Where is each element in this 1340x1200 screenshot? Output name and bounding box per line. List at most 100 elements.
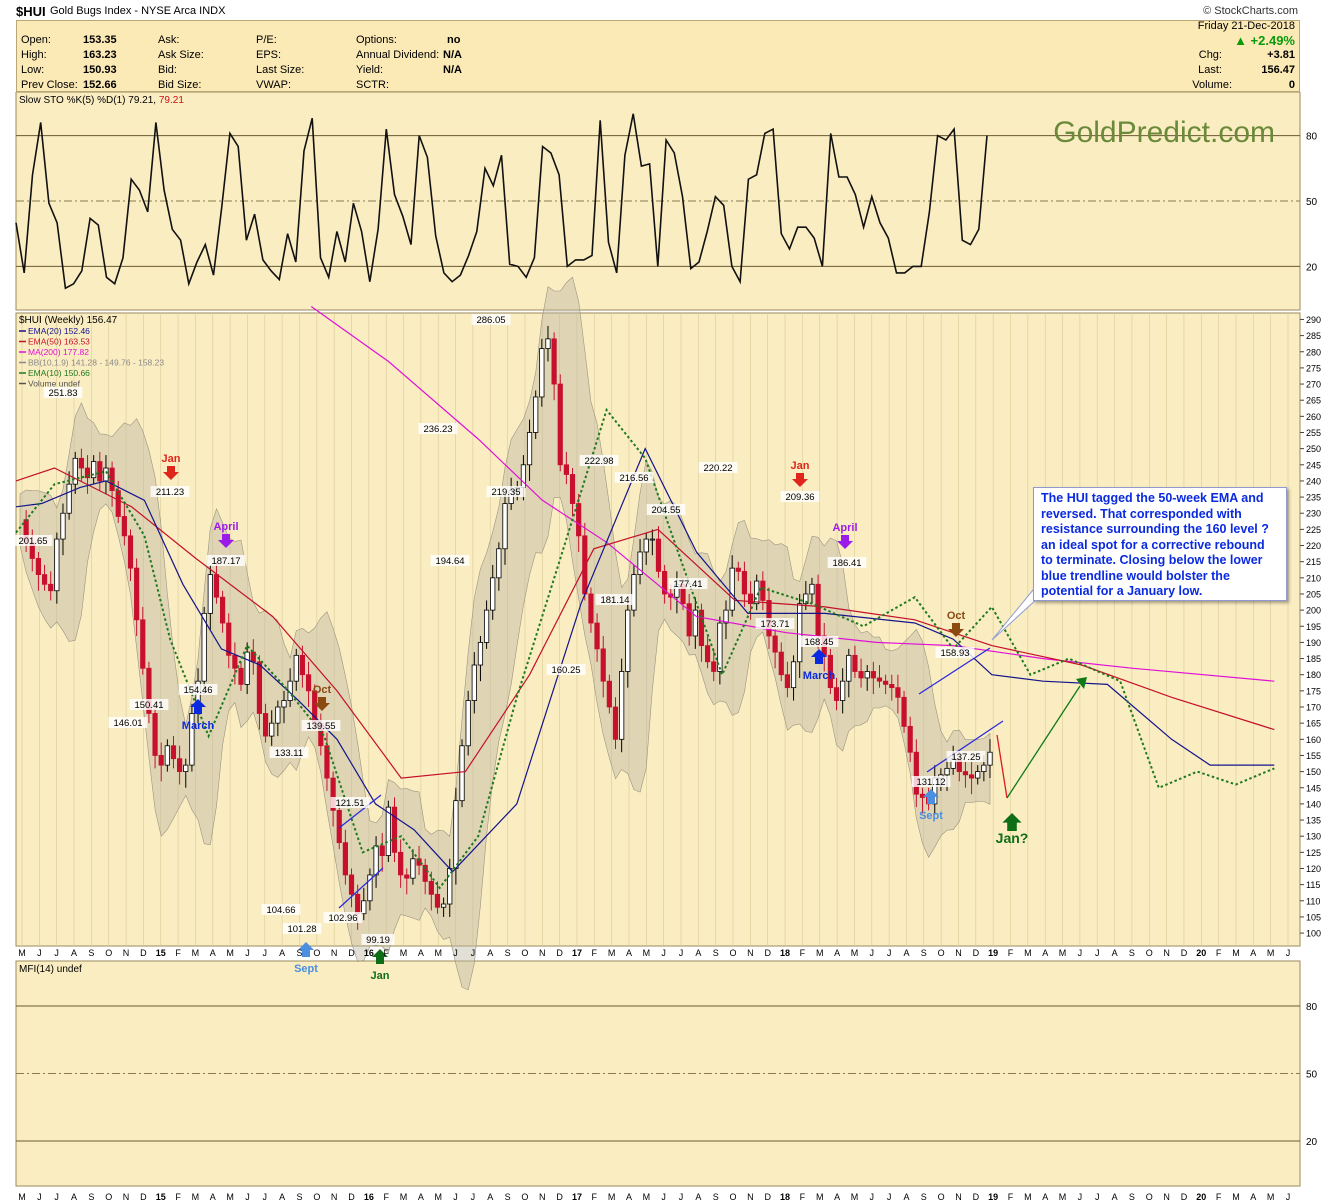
candle-body (269, 722, 275, 737)
x-axis-label: A (1250, 948, 1256, 958)
candle-body (576, 503, 582, 537)
x-axis-label: F (800, 1192, 806, 1200)
x-axis-label: F (383, 1192, 389, 1200)
value-label-bg (361, 934, 395, 945)
sto-line (15, 113, 988, 290)
candle-body (545, 338, 551, 349)
x-axis-label: J (887, 948, 892, 958)
x-axis-label: S (505, 948, 511, 958)
candle-body (447, 868, 453, 905)
x-axis-label: M (1059, 948, 1067, 958)
price-tick-label: 130 (1306, 832, 1321, 842)
x-axis-label: M (400, 1192, 408, 1200)
candle-body (747, 593, 754, 605)
value-label: 181.14 (600, 595, 629, 606)
candle-body (103, 467, 109, 482)
candle-body (127, 535, 134, 569)
x-axis-label: O (521, 948, 528, 958)
price-title: $HUI (Weekly) 156.47 (19, 315, 118, 326)
candle-body (594, 622, 600, 650)
candle-body (146, 667, 152, 714)
candle-body (262, 713, 269, 737)
candle-body (907, 725, 913, 753)
candle-body (889, 684, 895, 689)
price-tick-label: 210 (1306, 573, 1321, 583)
value-label-bg (614, 472, 654, 483)
value-label-bg (595, 594, 635, 605)
candle-body (275, 706, 281, 724)
candle-body (717, 622, 723, 672)
value-label-bg (13, 535, 53, 546)
value-label: 219.35 (491, 487, 520, 498)
x-axis-label: M (851, 1192, 859, 1200)
event-arrow-down (837, 535, 853, 549)
value-label-bg (471, 314, 511, 325)
candle-body (78, 457, 84, 469)
x-axis-label: J (661, 1192, 666, 1200)
x-axis-label: A (1112, 1192, 1118, 1200)
price-tick-label: 215 (1306, 557, 1321, 567)
event-arrow-down (792, 473, 808, 487)
x-axis-label: F (383, 948, 389, 958)
candle-body (840, 680, 846, 701)
value-label-bg (486, 486, 526, 497)
x-axis-label: D (348, 1192, 355, 1200)
x-axis-label: N (123, 948, 130, 958)
quote-date: Friday 21-Dec-2018 (1197, 20, 1295, 32)
x-axis-label: J (1095, 948, 1100, 958)
x-axis-label: M (18, 1192, 26, 1200)
value-label: 146.01 (113, 718, 142, 729)
x-axis-label: M (434, 1192, 442, 1200)
x-axis-label: D (1181, 948, 1188, 958)
candle-body (330, 777, 336, 811)
candle-body (711, 661, 717, 672)
candle-body (367, 874, 373, 902)
candle-body (477, 642, 484, 666)
x-axis-label: J (245, 948, 250, 958)
x-axis-label: O (938, 948, 945, 958)
value-label: 286.05 (476, 315, 505, 326)
bid-size-label: Bid Size: (158, 79, 202, 91)
event-label: April (832, 522, 857, 534)
value-label-bg (418, 423, 458, 434)
x-axis-label: 16 (364, 1192, 374, 1200)
candle-body (913, 751, 919, 795)
x-axis-label: M (1267, 948, 1275, 958)
value-label: 154.46 (183, 685, 212, 696)
source-credit: © StockCharts.com (1203, 5, 1298, 17)
candle-body (299, 654, 306, 676)
candle-body (459, 745, 465, 802)
value-label: 216.56 (619, 473, 648, 484)
x-axis-label: A (1042, 948, 1048, 958)
x-axis-label: A (487, 948, 493, 958)
yield-label: Yield: (356, 64, 384, 76)
candle-body (244, 651, 250, 685)
sto-tick-label: 20 (1306, 262, 1318, 273)
x-axis-label: F (800, 948, 806, 958)
candle-body (189, 713, 195, 766)
x-axis-label: 17 (572, 948, 582, 958)
candle-body (134, 567, 140, 621)
candle-body (60, 512, 66, 540)
candle-body (226, 622, 232, 656)
ask-size-label: Ask Size: (158, 49, 204, 61)
x-axis-label: S (713, 1192, 719, 1200)
value-label-bg (780, 491, 820, 502)
x-axis-label: O (938, 1192, 945, 1200)
x-axis-label: 17 (572, 1192, 582, 1200)
x-axis-label: D (973, 1192, 980, 1200)
ask-label: Ask: (158, 34, 180, 46)
event-label: Sept (294, 963, 318, 975)
x-axis-label: N (331, 948, 338, 958)
x-axis-label: J (870, 1192, 875, 1200)
projection-down-line (996, 734, 1008, 799)
candle-body (324, 745, 330, 779)
value-label-bg (43, 387, 83, 398)
price-tick-label: 150 (1306, 767, 1321, 777)
candle-body (612, 706, 619, 740)
event-label: April (213, 521, 238, 533)
x-axis-label: J (37, 1192, 42, 1200)
x-axis-label: A (418, 1192, 424, 1200)
candle-body (213, 574, 220, 598)
candle-body (975, 771, 981, 779)
